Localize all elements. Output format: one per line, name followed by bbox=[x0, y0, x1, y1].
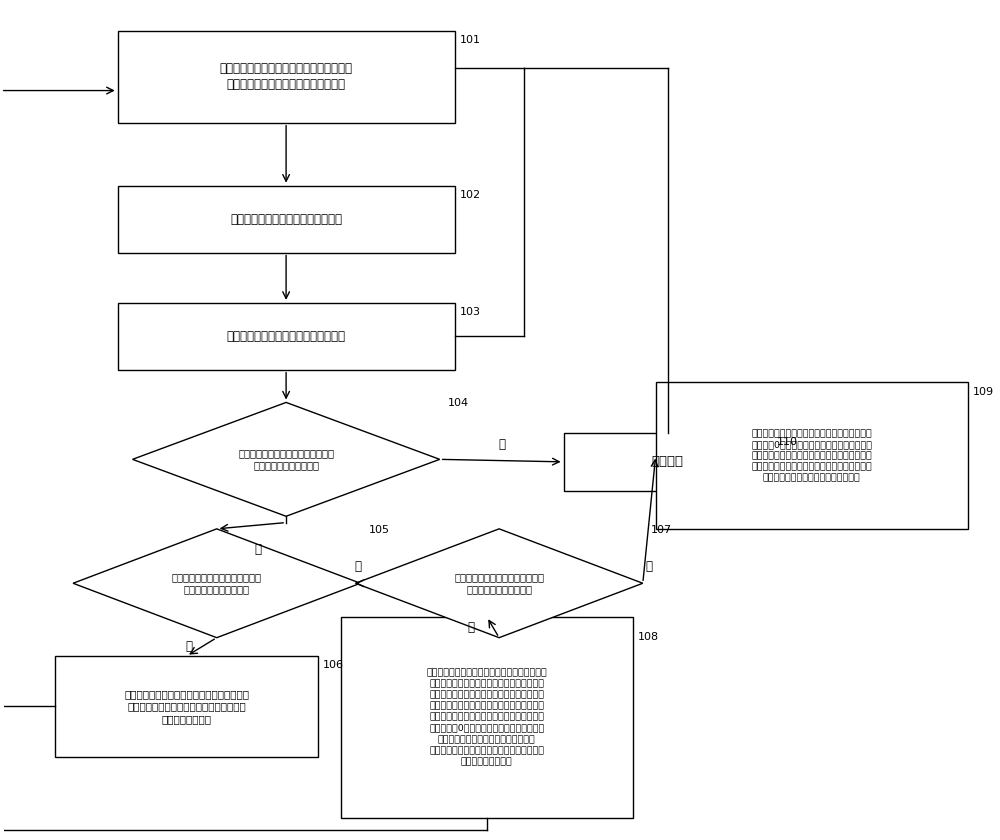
Text: 108: 108 bbox=[638, 632, 659, 642]
Text: 采用基于图像特征的视觉伺服控制方法计算机
械臂第一关节角速度，根据第一关节角速度
对机器人进行控制: 采用基于图像特征的视觉伺服控制方法计算机 械臂第一关节角速度，根据第一关节角速度… bbox=[124, 689, 249, 724]
Text: 101: 101 bbox=[459, 35, 480, 45]
Bar bbox=[118, 186, 455, 253]
Text: 在坐标误差的李雅普诺夫函数数值小于或等于基
于图像特征的视觉伺服控制阈值时采用基于图
像特征的视觉伺服控制方法计算第一关节角速
度，根据第一关节角速度对机器人进: 在坐标误差的李雅普诺夫函数数值小于或等于基 于图像特征的视觉伺服控制阈值时采用基… bbox=[426, 669, 547, 766]
Text: 106: 106 bbox=[323, 660, 344, 670]
Polygon shape bbox=[133, 402, 440, 517]
Text: 是: 是 bbox=[185, 640, 192, 654]
Polygon shape bbox=[73, 529, 360, 638]
Text: 110: 110 bbox=[777, 437, 798, 447]
Text: 否: 否 bbox=[255, 543, 262, 556]
Text: 根据图像和相机参数确定实际相机位姿: 根据图像和相机参数确定实际相机位姿 bbox=[227, 330, 346, 343]
Text: 103: 103 bbox=[459, 307, 480, 317]
Text: 109: 109 bbox=[973, 386, 994, 396]
Text: 否: 否 bbox=[646, 560, 653, 573]
Text: 图像特征点的实际坐标与图像边界
的距离是否大于边界阈值: 图像特征点的实际坐标与图像边界 的距离是否大于边界阈值 bbox=[172, 572, 262, 595]
Bar bbox=[341, 617, 633, 817]
Text: 104: 104 bbox=[448, 398, 469, 408]
Bar bbox=[656, 382, 968, 529]
Text: 图像特征点的实际坐标与图像边界
的距离是否等于边界阈值: 图像特征点的实际坐标与图像边界 的距离是否等于边界阈值 bbox=[454, 572, 544, 595]
Polygon shape bbox=[355, 529, 643, 638]
Text: 根据图像确定图像特征点的实际坐标: 根据图像确定图像特征点的实际坐标 bbox=[230, 213, 342, 226]
Bar bbox=[564, 433, 772, 491]
Text: 102: 102 bbox=[459, 190, 481, 200]
Text: 是: 是 bbox=[468, 621, 475, 633]
Text: 在相邻两次轴角误差的李雅普诺夫函数值差值小
于或等于0，并且在基于图像特征的视觉伺服控
制运行时间大于运行时间阈值时，采用基于图像
位置的视觉伺服控制方法计算第: 在相邻两次轴角误差的李雅普诺夫函数值差值小 于或等于0，并且在基于图像特征的视觉… bbox=[751, 429, 872, 482]
Text: 坐标误差的李雅普诺夫函数数值是否
小于或等于控制结束阈值: 坐标误差的李雅普诺夫函数数值是否 小于或等于控制结束阈值 bbox=[238, 449, 334, 470]
Text: 107: 107 bbox=[651, 525, 672, 534]
Bar bbox=[118, 31, 455, 123]
Bar bbox=[118, 302, 455, 370]
Text: 结束控制: 结束控制 bbox=[652, 455, 684, 469]
Bar bbox=[55, 656, 318, 757]
Text: 105: 105 bbox=[368, 525, 389, 534]
Text: 获取带有二维码的图像、图像特征点的期望
坐标、相机位姿的期望轴角和相机参数: 获取带有二维码的图像、图像特征点的期望 坐标、相机位姿的期望轴角和相机参数 bbox=[220, 62, 353, 92]
Text: 否: 否 bbox=[354, 560, 361, 573]
Text: 是: 是 bbox=[498, 438, 505, 451]
